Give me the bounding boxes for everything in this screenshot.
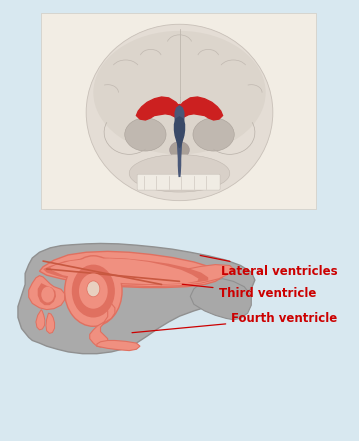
Circle shape — [65, 256, 122, 326]
Text: Fourth ventricle: Fourth ventricle — [132, 312, 337, 333]
Text: Lateral ventricles: Lateral ventricles — [200, 255, 337, 278]
Polygon shape — [46, 313, 55, 333]
Polygon shape — [36, 310, 45, 330]
Polygon shape — [18, 243, 255, 354]
FancyBboxPatch shape — [41, 13, 316, 209]
Circle shape — [41, 287, 54, 303]
Polygon shape — [50, 258, 199, 284]
Polygon shape — [174, 117, 185, 148]
Polygon shape — [175, 105, 184, 116]
Polygon shape — [101, 265, 233, 287]
Polygon shape — [190, 279, 251, 320]
Polygon shape — [97, 340, 140, 351]
Circle shape — [87, 281, 100, 297]
Polygon shape — [136, 97, 180, 120]
Polygon shape — [29, 276, 65, 310]
Ellipse shape — [129, 154, 230, 192]
Ellipse shape — [93, 31, 266, 154]
Ellipse shape — [193, 118, 234, 151]
Ellipse shape — [125, 118, 166, 151]
Ellipse shape — [169, 142, 190, 158]
FancyBboxPatch shape — [137, 174, 220, 190]
Polygon shape — [83, 300, 115, 347]
Ellipse shape — [86, 24, 273, 201]
Polygon shape — [39, 251, 223, 288]
Polygon shape — [175, 106, 184, 176]
Text: Third ventricle: Third ventricle — [182, 284, 316, 300]
Polygon shape — [180, 97, 223, 120]
Polygon shape — [43, 258, 208, 285]
Circle shape — [72, 265, 115, 318]
Circle shape — [79, 273, 108, 309]
Polygon shape — [38, 283, 56, 305]
